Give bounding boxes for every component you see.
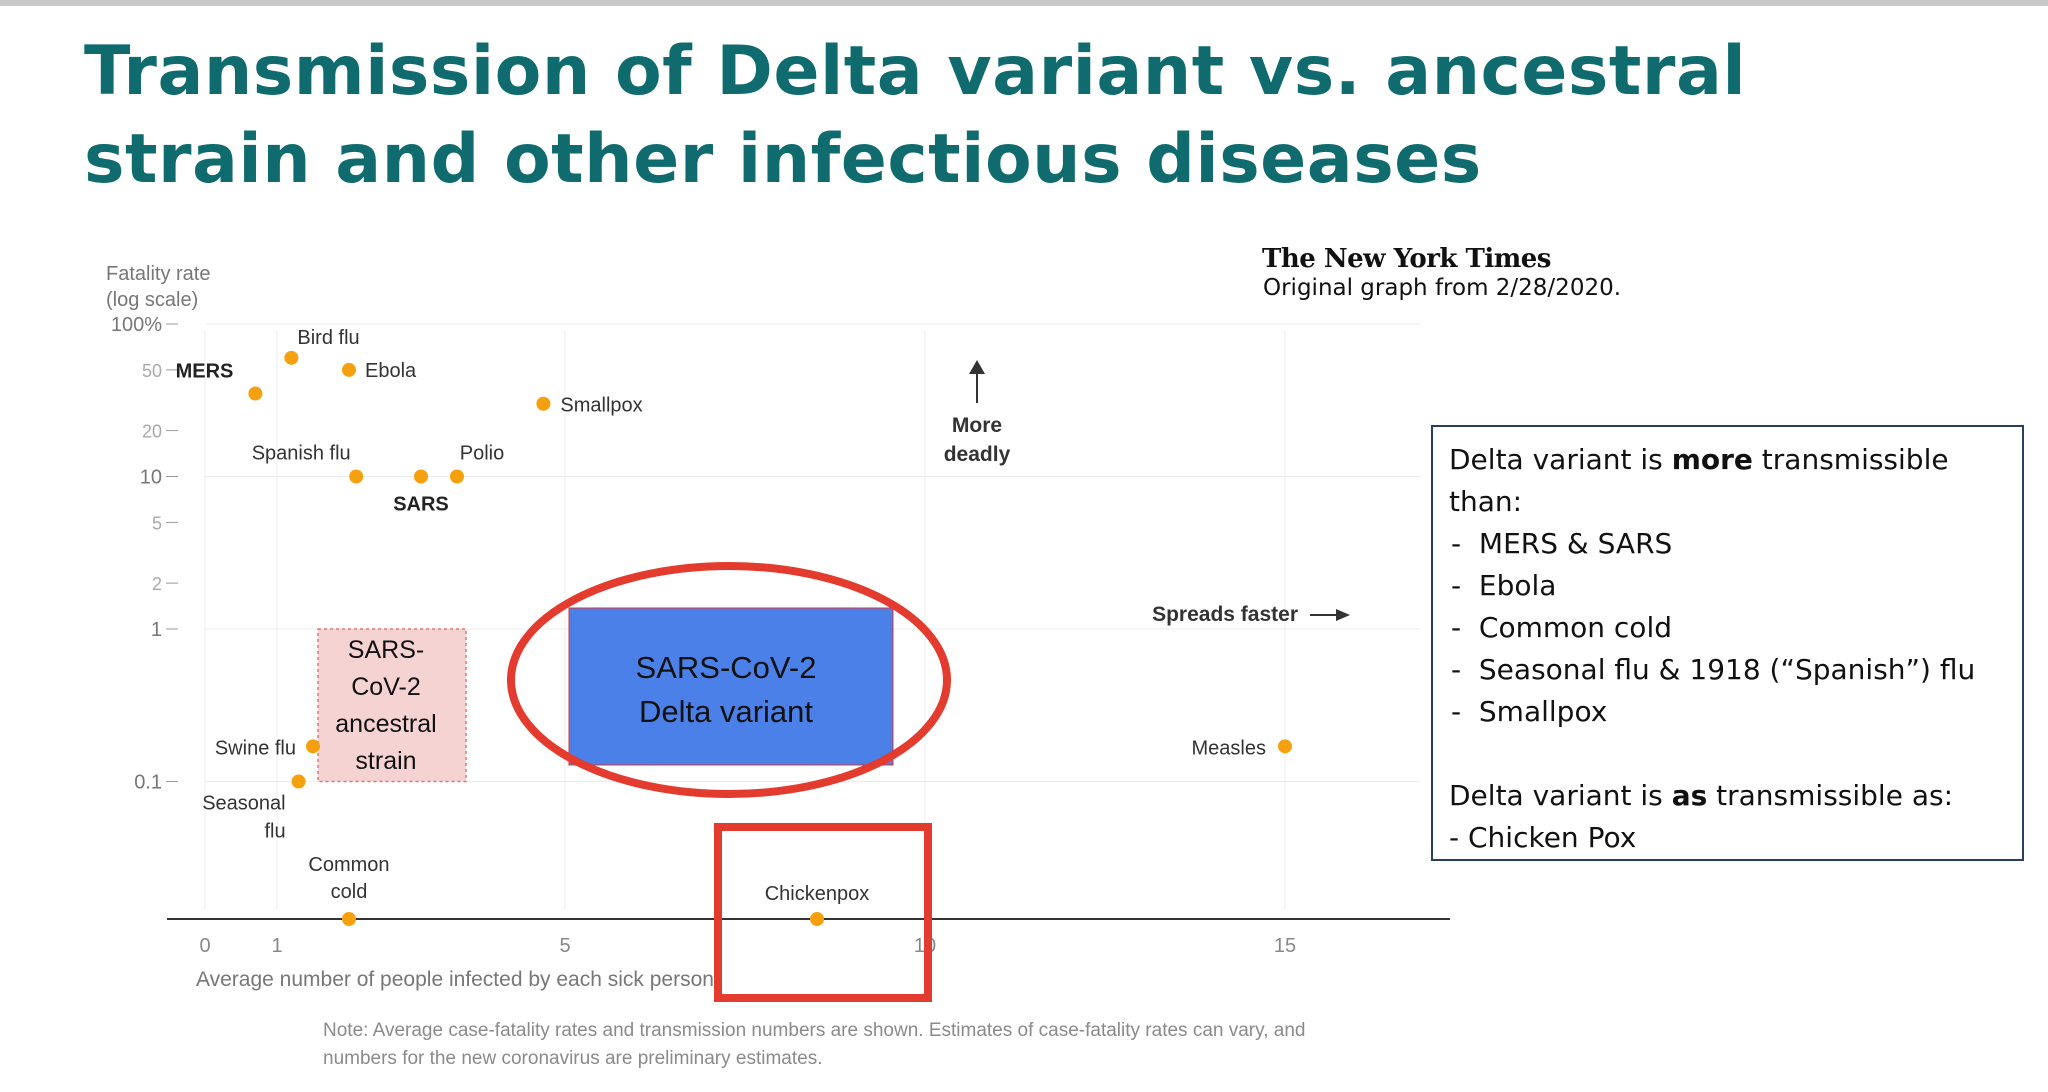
top-rule [0, 0, 2048, 6]
point-label: Measles [1192, 737, 1266, 759]
ancestral-strain-label: ancestral [335, 710, 436, 738]
info-list-item: Ebola [1449, 565, 2006, 607]
y-tick-label: 5 [152, 513, 162, 533]
spreads-faster-arrowhead [1336, 609, 1350, 621]
point-label: SARS [393, 494, 449, 516]
info-line-as: Delta variant is as transmissible as: [1449, 775, 2006, 817]
point-label: Bird flu [297, 327, 359, 349]
point-label: Chickenpox [765, 883, 870, 905]
info-line-more-bold: more [1671, 443, 1753, 476]
point-label: Smallpox [560, 395, 642, 417]
y-tick-label: 2 [152, 574, 162, 594]
point-label: cold [331, 881, 368, 903]
x-tick-label: 0 [199, 935, 210, 957]
ancestral-strain-label: strain [355, 747, 416, 775]
info-list-item: Common cold [1449, 607, 2006, 649]
data-point [1278, 739, 1292, 754]
data-point [342, 362, 356, 377]
slide-title: Transmission of Delta variant vs. ancest… [84, 32, 1747, 199]
more-deadly-arrowhead [969, 360, 985, 374]
ancestral-strain-label: CoV-2 [351, 673, 420, 701]
y-axis-title-line1: Fatality rate [106, 263, 210, 285]
data-point [450, 469, 464, 484]
x-tick-label: 15 [1274, 935, 1296, 957]
more-deadly-label: More [952, 414, 1002, 437]
point-label: Ebola [365, 360, 417, 382]
point-label: Spanish flu [252, 443, 351, 465]
data-point [349, 469, 364, 484]
data-point [810, 912, 824, 926]
x-axis-title: Average number of people infected by eac… [196, 968, 714, 991]
y-tick-label: 100% [111, 314, 162, 336]
info-line-more-pre: Delta variant is [1449, 443, 1672, 476]
point-label: Polio [460, 443, 504, 465]
highlight-ellipse [507, 562, 951, 798]
delta-variant-label: SARS-CoV-2 [636, 650, 817, 685]
ancestral-strain-label: SARS- [348, 636, 424, 664]
info-list-item: Smallpox [1449, 691, 2006, 733]
data-point [248, 386, 263, 401]
point-label: Common [308, 854, 389, 876]
ancestral-strain-box [317, 628, 467, 783]
info-gap [1449, 733, 2006, 775]
point-label: flu [264, 821, 285, 843]
info-list: MERS & SARS Ebola Common cold Seasonal f… [1449, 523, 2006, 733]
y-tick-label: 50 [142, 361, 162, 381]
info-line-as-post: transmissible as: [1707, 779, 1954, 812]
info-line-as-item: - Chicken Pox [1449, 821, 1637, 854]
spreads-faster-label: Spreads faster [1152, 603, 1298, 626]
x-tick-label: 1 [271, 935, 282, 957]
info-line-as-bold: as [1671, 779, 1708, 812]
delta-variant-box [568, 607, 894, 766]
delta-variant-label: Delta variant [639, 694, 813, 729]
chart-note: Note: Average case-fatality rates and tr… [323, 1020, 1306, 1069]
y-tick-label: 10 [140, 467, 162, 489]
info-line-as-pre: Delta variant is [1449, 779, 1672, 812]
data-point [306, 739, 320, 754]
more-deadly-label: deadly [944, 443, 1011, 466]
y-tick-label: 1 [151, 619, 162, 641]
source-caption: Original graph from 2/28/2020. [1263, 275, 1622, 301]
point-label: MERS [176, 361, 234, 383]
point-label: Seasonal [202, 793, 285, 815]
y-tick-label: 20 [142, 422, 162, 442]
highlight-rect [714, 823, 932, 1002]
data-point [414, 469, 428, 484]
data-point [342, 912, 356, 926]
info-list-item: MERS & SARS [1449, 523, 2006, 565]
info-box: Delta variant is more transmissible than… [1431, 425, 2024, 861]
data-point [284, 350, 299, 365]
y-axis-title-line2: (log scale) [106, 289, 198, 311]
point-label: Swine flu [215, 737, 296, 759]
data-point [291, 774, 306, 789]
nyt-logo: The New York Times [1262, 244, 1551, 274]
y-tick-label: 0.1 [134, 772, 162, 794]
info-list-item: Seasonal flu & 1918 (“Spanish”) flu [1449, 649, 2006, 691]
x-tick-label: 5 [559, 935, 570, 957]
info-line-more-post: transmissible than: [1449, 443, 1949, 518]
data-point [536, 396, 551, 411]
info-line-more: Delta variant is more transmissible than… [1449, 439, 2006, 523]
